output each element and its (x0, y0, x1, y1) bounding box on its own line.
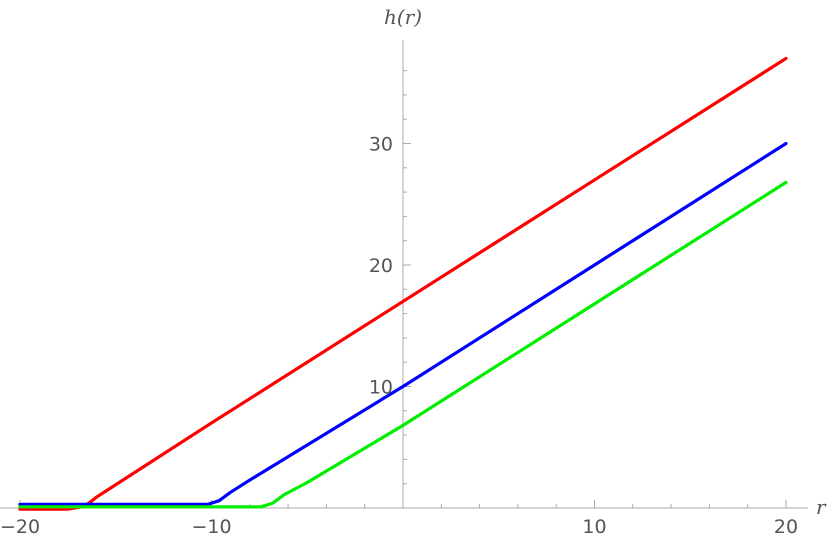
y-tick-label: 10 (369, 377, 393, 399)
series-line-3 (18, 180, 788, 509)
x-tick-label: 20 (774, 516, 798, 538)
labels: −20 −10 10 20 10 20 30 (0, 134, 798, 539)
y-axis-title: h(r) (384, 5, 422, 29)
x-tick-label: −10 (191, 516, 231, 538)
y-tick-label: 20 (369, 255, 393, 277)
y-tick-label: 30 (369, 134, 393, 156)
x-axis-title: r (816, 495, 827, 519)
axes (0, 40, 808, 509)
series-line-2 (18, 141, 788, 506)
x-tick-label: 10 (582, 516, 606, 538)
series-group (18, 56, 788, 511)
x-tick-label: −20 (0, 516, 40, 538)
series-line-1 (18, 56, 788, 511)
